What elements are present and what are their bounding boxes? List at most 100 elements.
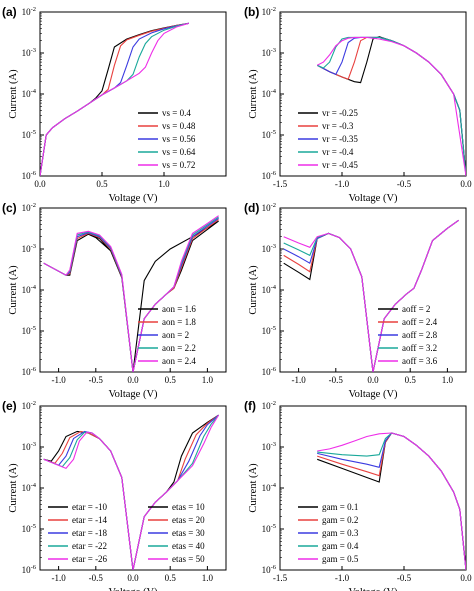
legend-label: vr = -0.4 [322,147,354,157]
legend-label: etas = 30 [172,528,205,538]
legend-label: aon = 1.6 [162,304,196,314]
series-group [317,432,466,570]
legend-label: aon = 2.4 [162,356,196,366]
y-axis-label: Current (A) [8,265,19,315]
legend-label: etas = 40 [172,541,205,551]
x-tick-label: 0.5 [405,375,417,385]
panel-label: (d) [244,201,259,215]
y-tick-label: 10-5 [22,523,36,534]
series-line [43,431,134,570]
y-tick-label: 10-6 [262,366,277,377]
y-axis-label: Current (A) [8,463,19,513]
panel-e: (e) 10-6 10-5 10-4 10-3 10-2 -1.0 -0.5 0.0 0.5 1.0… [2,399,227,591]
legend-label: vs = 0.4 [162,108,191,118]
series-line [43,220,219,372]
x-tick-label: 0.5 [165,573,177,583]
x-tick-label: 0.0 [460,179,472,189]
y-tick-label: 10-5 [22,325,36,336]
panel-f: (f) 10-6 10-5 10-4 10-3 10-2 -1.5 -1.0 -0.5 0.0 Vo… [244,399,472,591]
legend-label: etas = 20 [172,515,205,525]
series-line [132,414,220,570]
y-tick-label: 10-4 [22,88,37,99]
y-axis-label: Current (A) [248,463,259,513]
y-tick-label: 10-2 [22,6,36,17]
legend-label: vs = 0.56 [162,134,196,144]
y-tick-label: 10-3 [22,243,36,254]
y-tick-label: 10-6 [262,564,277,575]
legend-label: aoff = 2.4 [402,317,438,327]
legend-label: vs = 0.64 [162,147,196,157]
x-axis-label: Voltage (V) [108,587,158,591]
x-tick-label: 0.5 [165,375,177,385]
y-axis-label: Current (A) [248,69,259,119]
y-tick-label: 10-5 [22,129,36,140]
x-tick-label: 1.0 [202,375,214,385]
x-tick-label: -1.0 [335,573,350,583]
y-tick-label: 10-3 [262,441,276,452]
x-tick-label: 1.0 [442,375,454,385]
legend-label: etas = 50 [172,554,205,564]
x-axis-label: Voltage (V) [108,389,158,400]
legend-label: aoff = 2.8 [402,330,438,340]
legend-label: etar = -22 [72,541,107,551]
legend: etar = -10 etar = -14 etar = -18 etar = -22… [48,502,108,564]
legend-label: etas = 10 [172,502,205,512]
x-tick-label: -1.0 [291,375,306,385]
legend-label: gam = 0.1 [322,502,358,512]
x-tick-label: -1.0 [335,179,350,189]
legend-label: aoff = 2 [402,304,430,314]
legend-label: etar = -18 [72,528,108,538]
legend-label: etar = -14 [72,515,108,525]
legend-label: vr = -0.25 [322,108,358,118]
y-tick-label: 10-3 [262,243,276,254]
x-axis-label: Voltage (V) [348,587,398,591]
series-group [43,414,220,570]
x-tick-label: -0.5 [89,573,104,583]
y-tick-label: 10-2 [262,6,276,17]
y-tick-label: 10-6 [22,564,37,575]
y-tick-label: 10-5 [262,129,276,140]
panel-c: (c) 10-6 10-5 10-4 10-3 10-2 -1.0 -0.5 0.0 0.5 1.0… [2,201,227,400]
legend: vs = 0.4 vs = 0.48 vs = 0.56 vs = 0.64 vs = … [138,108,196,170]
panel-d: (d) 10-6 10-5 10-4 10-3 10-2 -1.0 -0.5 0.0 0.5 1.0… [244,201,467,400]
legend: etas = 10 etas = 20 etas = 30 etas = 40 etas… [148,502,205,564]
x-axis-label: Voltage (V) [108,193,158,204]
x-tick-label: -1.5 [273,573,288,583]
y-tick-label: 10-4 [262,284,277,295]
legend-label: gam = 0.2 [322,515,358,525]
legend: aoff = 2 aoff = 2.4 aoff = 2.8 aoff = 3.2 ao… [378,304,438,366]
x-tick-label: -0.5 [397,179,412,189]
y-tick-label: 10-3 [262,47,276,58]
x-tick-label: -0.5 [89,375,104,385]
legend-label: vs = 0.72 [162,160,195,170]
y-tick-label: 10-4 [262,482,277,493]
panel-label: (e) [2,399,17,413]
x-axis-label: Voltage (V) [348,389,398,400]
legend-label: gam = 0.4 [322,541,359,551]
y-tick-label: 10-4 [22,482,37,493]
legend-label: aoff = 3.6 [402,356,438,366]
x-tick-label: -1.5 [273,179,288,189]
x-tick-label: 0.0 [367,375,379,385]
panel-label: (b) [244,5,259,19]
y-tick-label: 10-5 [262,325,276,336]
x-tick-label: 1.0 [202,573,214,583]
x-tick-label: 1.0 [158,179,170,189]
legend-label: vr = -0.3 [322,121,354,131]
y-tick-label: 10-2 [262,400,276,411]
y-tick-label: 10-3 [22,441,36,452]
series-line [317,432,466,570]
y-axis-label: Current (A) [248,265,259,315]
legend-label: vr = -0.45 [322,160,358,170]
x-tick-label: 0.0 [127,573,139,583]
series-group [43,215,219,372]
series-line [43,215,219,372]
y-tick-label: 10-2 [262,202,276,213]
series-group [40,22,189,176]
legend: aon = 1.6 aon = 1.8 aon = 2 aon = 2.2 aon = … [138,304,196,366]
y-tick-label: 10-2 [22,202,36,213]
legend-label: etar = -10 [72,502,108,512]
x-tick-label: -0.5 [397,573,412,583]
x-axis-label: Voltage (V) [348,193,398,204]
